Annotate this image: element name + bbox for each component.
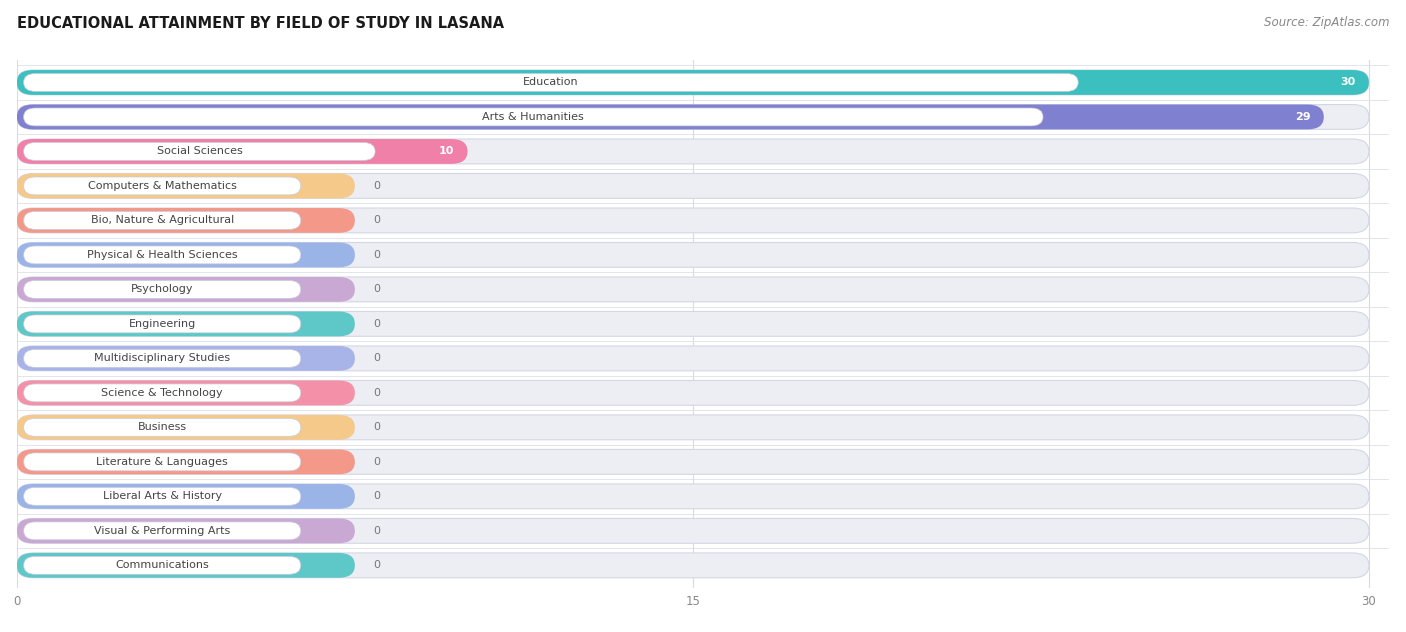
FancyBboxPatch shape <box>17 449 1369 474</box>
Text: Multidisciplinary Studies: Multidisciplinary Studies <box>94 353 231 363</box>
Text: Source: ZipAtlas.com: Source: ZipAtlas.com <box>1264 16 1389 29</box>
Text: Literature & Languages: Literature & Languages <box>97 457 228 467</box>
FancyBboxPatch shape <box>17 104 1369 130</box>
Text: 0: 0 <box>373 353 380 363</box>
FancyBboxPatch shape <box>17 484 354 509</box>
FancyBboxPatch shape <box>17 380 354 405</box>
FancyBboxPatch shape <box>24 281 301 298</box>
FancyBboxPatch shape <box>17 312 354 336</box>
FancyBboxPatch shape <box>17 174 354 198</box>
Text: Psychology: Psychology <box>131 284 194 295</box>
FancyBboxPatch shape <box>17 380 1369 405</box>
FancyBboxPatch shape <box>17 553 1369 578</box>
Text: 0: 0 <box>373 422 380 432</box>
FancyBboxPatch shape <box>17 243 354 267</box>
FancyBboxPatch shape <box>17 518 354 544</box>
FancyBboxPatch shape <box>24 177 301 195</box>
Text: Arts & Humanities: Arts & Humanities <box>482 112 585 122</box>
FancyBboxPatch shape <box>17 208 354 233</box>
FancyBboxPatch shape <box>24 418 301 436</box>
FancyBboxPatch shape <box>24 522 301 540</box>
FancyBboxPatch shape <box>17 346 354 371</box>
FancyBboxPatch shape <box>17 484 1369 509</box>
FancyBboxPatch shape <box>17 553 354 578</box>
FancyBboxPatch shape <box>17 277 354 302</box>
Text: 30: 30 <box>1340 78 1355 87</box>
FancyBboxPatch shape <box>24 556 301 574</box>
FancyBboxPatch shape <box>24 453 301 471</box>
FancyBboxPatch shape <box>17 518 1369 544</box>
Text: Liberal Arts & History: Liberal Arts & History <box>103 491 222 501</box>
Text: 10: 10 <box>439 147 454 157</box>
Text: Business: Business <box>138 422 187 432</box>
FancyBboxPatch shape <box>24 73 1078 92</box>
FancyBboxPatch shape <box>17 346 1369 371</box>
Text: Communications: Communications <box>115 561 209 570</box>
Text: 0: 0 <box>373 526 380 536</box>
Text: 0: 0 <box>373 216 380 226</box>
FancyBboxPatch shape <box>24 487 301 506</box>
FancyBboxPatch shape <box>17 415 354 440</box>
Text: 0: 0 <box>373 319 380 329</box>
FancyBboxPatch shape <box>24 246 301 264</box>
Text: 0: 0 <box>373 491 380 501</box>
FancyBboxPatch shape <box>17 243 1369 267</box>
FancyBboxPatch shape <box>24 315 301 333</box>
FancyBboxPatch shape <box>17 104 1324 130</box>
Text: 0: 0 <box>373 284 380 295</box>
Text: 0: 0 <box>373 457 380 467</box>
Text: Engineering: Engineering <box>128 319 195 329</box>
Text: Computers & Mathematics: Computers & Mathematics <box>87 181 236 191</box>
Text: 0: 0 <box>373 561 380 570</box>
FancyBboxPatch shape <box>17 449 354 474</box>
FancyBboxPatch shape <box>17 277 1369 302</box>
FancyBboxPatch shape <box>17 139 1369 164</box>
Text: Science & Technology: Science & Technology <box>101 388 224 398</box>
Text: Physical & Health Sciences: Physical & Health Sciences <box>87 250 238 260</box>
FancyBboxPatch shape <box>24 142 375 161</box>
Text: 29: 29 <box>1295 112 1310 122</box>
Text: 0: 0 <box>373 388 380 398</box>
FancyBboxPatch shape <box>24 212 301 229</box>
Text: Bio, Nature & Agricultural: Bio, Nature & Agricultural <box>90 216 233 226</box>
Text: Education: Education <box>523 78 579 87</box>
Text: Visual & Performing Arts: Visual & Performing Arts <box>94 526 231 536</box>
FancyBboxPatch shape <box>24 384 301 402</box>
FancyBboxPatch shape <box>17 139 468 164</box>
Text: 0: 0 <box>373 250 380 260</box>
FancyBboxPatch shape <box>24 108 1043 126</box>
Text: 0: 0 <box>373 181 380 191</box>
FancyBboxPatch shape <box>17 70 1369 95</box>
FancyBboxPatch shape <box>17 415 1369 440</box>
Text: Social Sciences: Social Sciences <box>156 147 242 157</box>
FancyBboxPatch shape <box>17 174 1369 198</box>
FancyBboxPatch shape <box>17 208 1369 233</box>
FancyBboxPatch shape <box>17 312 1369 336</box>
FancyBboxPatch shape <box>24 349 301 367</box>
Text: EDUCATIONAL ATTAINMENT BY FIELD OF STUDY IN LASANA: EDUCATIONAL ATTAINMENT BY FIELD OF STUDY… <box>17 16 503 31</box>
FancyBboxPatch shape <box>17 70 1369 95</box>
